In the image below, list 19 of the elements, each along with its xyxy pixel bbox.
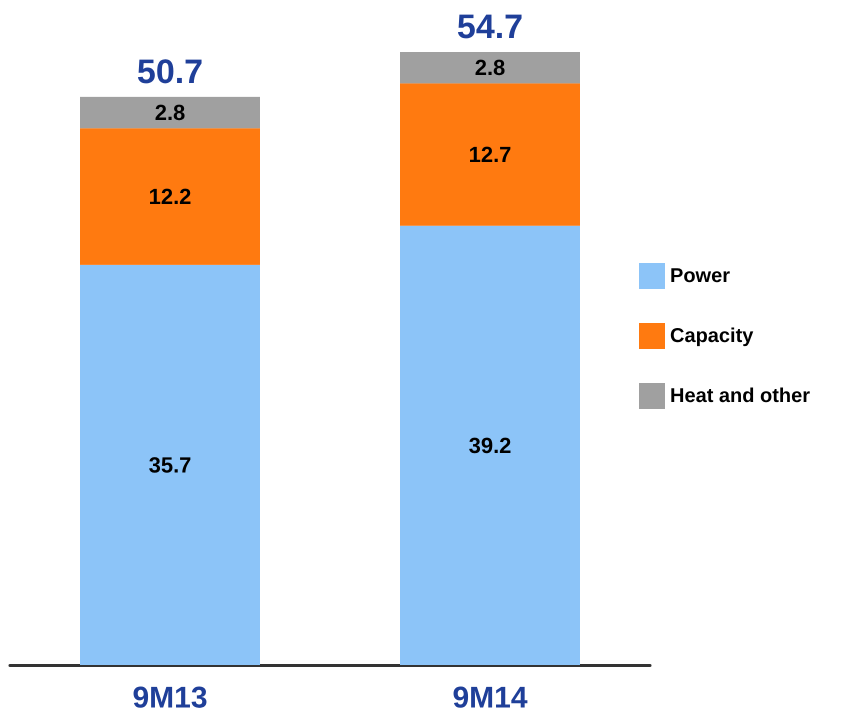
legend-label: Power <box>670 265 730 287</box>
legend-label: Capacity <box>670 325 754 347</box>
x-tick-label: 9M14 <box>452 682 528 714</box>
x-tick-label: 9M13 <box>132 682 208 714</box>
bar <box>400 226 580 665</box>
bar <box>400 52 580 84</box>
data-label: 2.8 <box>154 100 186 126</box>
legend-label: Heat and other <box>670 385 810 407</box>
data-label: 35.7 <box>148 452 192 478</box>
total-label: 54.7 <box>456 8 524 46</box>
bar <box>400 83 580 226</box>
bar <box>80 96 260 128</box>
bar <box>80 128 260 265</box>
total-label: 50.7 <box>136 52 204 91</box>
bar <box>80 264 260 665</box>
data-label: 2.8 <box>474 55 506 80</box>
data-label: 39.2 <box>468 432 512 458</box>
data-label: 12.7 <box>468 142 512 168</box>
data-label: 12.2 <box>148 184 192 210</box>
